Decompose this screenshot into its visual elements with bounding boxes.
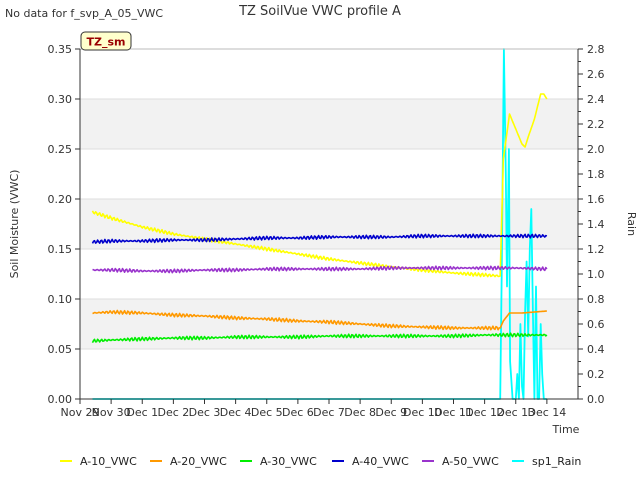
y-axis-label: Soil Moisture (VWC) [8, 170, 21, 279]
plot-area [79, 48, 579, 400]
x-tick-label: Dec 9 [375, 406, 407, 419]
y-tick-label: 0.35 [48, 43, 73, 56]
x-tick-label: Dec 3 [189, 406, 221, 419]
y2-tick-label: 1.2 [587, 243, 605, 256]
y2-tick-label: 2.8 [587, 43, 605, 56]
y-tick-label: 0.20 [48, 193, 73, 206]
legend-label: A-10_VWC [80, 455, 137, 468]
series-line-a-30-vwc [91, 332, 548, 344]
y2-tick-label: 0.6 [587, 318, 605, 331]
y2-tick-label: 0.2 [587, 368, 605, 381]
y-tick-label: 0.05 [48, 343, 73, 356]
x-tick-label: Dec 8 [344, 406, 376, 419]
x-tick-label: Dec 6 [282, 406, 314, 419]
x-tick-label: Dec 1 [126, 406, 158, 419]
x-tick-label: Dec 13 [496, 406, 535, 419]
chart-title: TZ SoilVue VWC profile A [238, 4, 401, 19]
y2-tick-label: 0.8 [587, 293, 605, 306]
x-tick-label: Dec 2 [157, 406, 189, 419]
legend-label: A-30_VWC [260, 455, 317, 468]
x-tick-label: Dec 5 [251, 406, 283, 419]
x-axis-label: Time [552, 423, 580, 436]
y2-axis-label: Rain [625, 212, 638, 236]
y-tick-label: 0.15 [48, 243, 73, 256]
y2-tick-label: 2.0 [587, 143, 605, 156]
y2-tick-label: 2.2 [587, 118, 605, 131]
x-tick-label: Dec 14 [527, 406, 566, 419]
series-line-a-20-vwc [92, 309, 547, 331]
legend-label: sp1_Rain [532, 455, 581, 468]
series-line-a-50-vwc [92, 265, 548, 274]
y-tick-label: 0.10 [48, 293, 73, 306]
band [80, 99, 578, 149]
legend-label: A-50_VWC [442, 455, 499, 468]
x-tick-label: Dec 11 [434, 406, 473, 419]
y2-tick-label: 0.4 [587, 343, 605, 356]
y-tick-label: 0.30 [48, 93, 73, 106]
no-data-note: No data for f_svp_A_05_VWC [5, 7, 163, 20]
badge-label: TZ_sm [87, 36, 126, 49]
legend-label: A-40_VWC [352, 455, 409, 468]
x-tick-label: Dec 12 [465, 406, 504, 419]
site-badge: TZ_sm [80, 31, 132, 51]
y-axis-right: 0.0 0.2 0.4 0.6 0.8 1.0 1.2 1.4 1.6 1.8 2.0 2.2 2.4 2… [577, 43, 605, 406]
y2-tick-label: 2.4 [587, 93, 605, 106]
y2-tick-label: 0.0 [587, 393, 605, 406]
y2-tick-label: 2.6 [587, 68, 605, 81]
y-tick-label: 0.25 [48, 143, 73, 156]
y2-tick-label: 1.6 [587, 193, 605, 206]
y2-tick-label: 1.8 [587, 168, 605, 181]
legend: A-10_VWC A-20_VWC A-30_VWC A-40_VWC A-50_VWC… [60, 455, 581, 468]
x-tick-label: Nov 30 [92, 406, 131, 419]
y2-tick-label: 1.4 [587, 218, 605, 231]
x-tick-label: Dec 10 [403, 406, 442, 419]
x-tick-label: Dec 4 [220, 406, 252, 419]
series-line-a-10-vwc [91, 93, 548, 278]
x-tick-label: Dec 7 [313, 406, 345, 419]
series-line-a-40-vwc [91, 233, 548, 244]
y-tick-label: 0.00 [48, 393, 73, 406]
y2-tick-label: 1.0 [587, 268, 605, 281]
series-layer [91, 48, 548, 400]
x-tick-label: Nov 29 [61, 406, 100, 419]
y-axis-left: 0.00 0.05 0.10 0.15 0.20 0.25 0.30 0.35 [48, 43, 81, 406]
badge-box [80, 31, 132, 51]
legend-label: A-20_VWC [170, 455, 227, 468]
